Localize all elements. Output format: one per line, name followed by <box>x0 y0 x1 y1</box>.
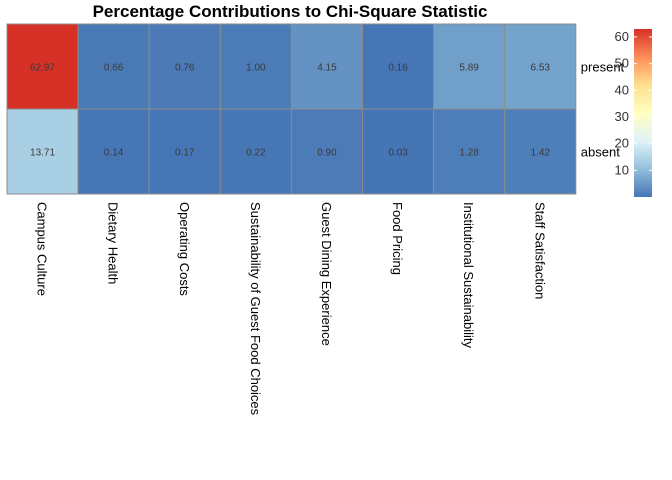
column-labels: Campus Culture Dietary Health Operating Co… <box>35 202 548 416</box>
column-label: Campus Culture <box>35 202 50 296</box>
legend-tick-label: 20 <box>615 136 629 151</box>
heatmap-cell <box>362 23 435 110</box>
column-label: Guest Dining Experience <box>319 202 334 346</box>
row-label: absent <box>581 145 620 160</box>
heatmap-cell <box>6 108 79 195</box>
heatmap-cell <box>148 23 221 110</box>
cell-value-label: 1.00 <box>246 63 266 74</box>
heatmap-cell <box>504 108 577 195</box>
column-label: Institutional Sustainability <box>461 202 476 348</box>
cell-value-label: 0.17 <box>175 148 195 159</box>
cell-value-label: 4.15 <box>317 63 337 74</box>
cell-value-label: 13.71 <box>30 148 55 159</box>
cell-value-label: 1.42 <box>531 148 551 159</box>
cell-value-label: 0.14 <box>104 148 124 159</box>
heatmap-cell <box>362 108 435 195</box>
column-label: Food Pricing <box>390 202 405 275</box>
cell-value-label: 0.90 <box>317 148 337 159</box>
cell-value-label: 62.97 <box>30 63 55 74</box>
heatmap-cell <box>219 23 292 110</box>
heatmap-cell <box>504 23 577 110</box>
row-labels: present absent <box>581 60 625 160</box>
heatmap-cell <box>6 23 79 110</box>
cell-value-label: 0.22 <box>246 148 266 159</box>
cell-value-label: 0.76 <box>175 63 195 74</box>
legend-tick-label: 50 <box>615 56 629 71</box>
column-label: Dietary Health <box>106 202 121 284</box>
legend-colorbar <box>634 29 652 197</box>
chart-title: Percentage Contributions to Chi-Square S… <box>93 2 488 21</box>
legend-tick-label: 30 <box>615 109 629 124</box>
legend-tick-label: 40 <box>615 82 629 97</box>
heatmap-cell <box>77 23 150 110</box>
cell-value-label: 0.16 <box>388 63 408 74</box>
heatmap-cell <box>77 108 150 195</box>
legend-tick-label: 10 <box>615 162 629 177</box>
cell-value-label: 1.28 <box>459 148 479 159</box>
cell-value-label: 6.53 <box>531 63 551 74</box>
column-label: Sustainability of Guest Food Choices <box>248 202 263 416</box>
heatmap-cell <box>290 108 363 195</box>
cell-value-label: 0.03 <box>388 148 408 159</box>
cell-value-label: 0.66 <box>104 63 124 74</box>
cell-value-label: 5.89 <box>459 63 479 74</box>
column-label: Staff Satisfaction <box>532 202 547 299</box>
heatmap-cell <box>219 108 292 195</box>
column-label: Operating Costs <box>177 202 192 296</box>
heatmap-cells: 62.97 0.66 0.76 1.00 4.15 0.16 5.89 6.53 13.71 0.… <box>6 23 577 195</box>
color-legend: 10 20 30 40 50 60 <box>615 29 652 197</box>
row-label: present <box>581 60 625 75</box>
heatmap-cell <box>290 23 363 110</box>
legend-tick-label: 60 <box>615 29 629 44</box>
